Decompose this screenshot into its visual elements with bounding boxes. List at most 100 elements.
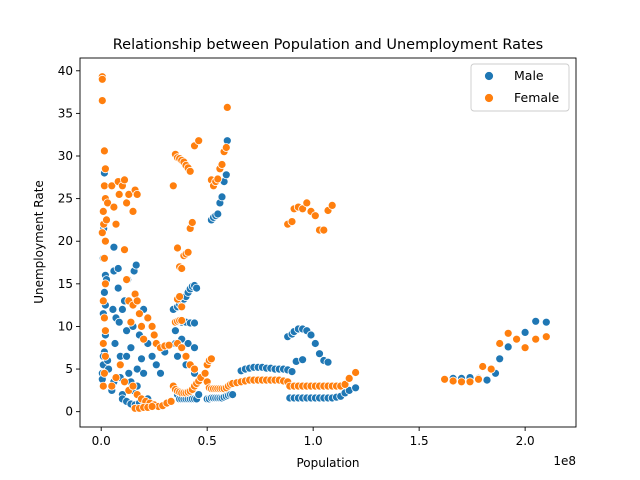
data-point-male [213, 209, 223, 219]
data-point-male [192, 283, 202, 293]
data-point-male [190, 343, 199, 353]
data-point-male [310, 339, 320, 348]
data-point-female [310, 211, 320, 221]
legend-marker-male [484, 71, 494, 81]
data-point-male [124, 368, 134, 378]
data-point-female [173, 243, 182, 253]
chart-title: Relationship between Population and Unem… [113, 37, 543, 53]
legend-label-female: Female [514, 90, 560, 105]
data-point-female [107, 381, 117, 391]
data-point-male [351, 383, 361, 393]
data-point-male [156, 368, 165, 378]
data-point-female [147, 402, 157, 411]
x-axis: 0.0 0.5 1.0 1.5 2.0 [92, 427, 535, 448]
data-point-female [101, 351, 110, 361]
data-point-male [298, 355, 308, 365]
data-point-female [217, 160, 227, 169]
data-point-female [175, 292, 185, 302]
data-point-male [520, 327, 530, 337]
data-point-female [115, 360, 125, 370]
data-point-female [177, 343, 187, 353]
data-point-female [132, 189, 142, 199]
data-point-female [440, 374, 450, 384]
data-point-female [344, 373, 354, 383]
data-point-female [177, 264, 187, 273]
data-point-male [100, 287, 109, 297]
data-point-male [113, 283, 123, 293]
legend-box [470, 63, 570, 112]
data-point-female [100, 313, 109, 323]
data-point-female [97, 96, 107, 105]
data-point-female [541, 332, 551, 342]
data-point-female [183, 247, 193, 257]
data-point-female [319, 225, 329, 235]
data-point-male [306, 330, 316, 340]
data-point-male [126, 343, 136, 353]
data-point-male [323, 357, 333, 367]
data-point-female [206, 354, 216, 364]
data-point-female [100, 253, 109, 263]
data-point-female [114, 189, 124, 199]
data-point-female [97, 228, 107, 238]
data-point-male [170, 326, 180, 336]
data-point-male [228, 390, 238, 400]
data-point-female [465, 377, 475, 387]
data-point-male [139, 368, 149, 378]
legend-marker-female [484, 93, 494, 103]
x-tick-label: 2.0 [516, 434, 535, 448]
data-point-male [122, 351, 131, 361]
data-point-female [340, 379, 350, 389]
data-point-female [190, 364, 199, 374]
data-point-female [98, 339, 108, 348]
data-point-male [173, 351, 182, 361]
data-point-female [134, 309, 144, 319]
data-point-male [137, 354, 146, 364]
data-point-male [495, 354, 505, 364]
data-point-female [120, 175, 129, 185]
data-point-female [101, 279, 110, 289]
y-tick-label: 10 [58, 319, 73, 333]
data-point-male [109, 242, 119, 252]
x-axis-offset-label: 1e8 [553, 454, 576, 468]
data-point-female [168, 181, 178, 191]
data-point-male [110, 339, 120, 348]
x-axis-label: Population [296, 456, 359, 470]
data-point-female [101, 326, 110, 336]
data-point-male [190, 318, 199, 328]
data-point-male [147, 351, 157, 361]
data-point-female [120, 245, 129, 255]
data-point-female [474, 374, 483, 384]
data-point-female [177, 316, 187, 325]
data-point-female [221, 143, 231, 152]
data-point-female [486, 364, 496, 374]
data-point-female [287, 217, 297, 227]
y-axis: 0 5 10 15 20 25 30 35 40 [58, 64, 80, 419]
data-point-male [132, 364, 142, 374]
data-point-female [111, 373, 121, 383]
data-point-female [503, 328, 513, 338]
data-point-female [100, 181, 109, 191]
data-point-female [100, 146, 109, 156]
data-point-female [327, 200, 337, 210]
x-tick-label: 0.0 [92, 434, 111, 448]
data-point-male [122, 326, 131, 336]
data-point-female [351, 368, 361, 377]
data-point-female [128, 381, 138, 391]
data-point-male [503, 342, 513, 352]
data-point-female [520, 343, 530, 353]
data-point-female [147, 321, 157, 331]
data-point-female [101, 236, 110, 246]
data-point-female [100, 368, 109, 378]
data-point-male [531, 316, 541, 326]
data-point-male [131, 260, 141, 270]
data-point-female [98, 206, 108, 216]
data-point-female [97, 74, 107, 84]
data-point-female [122, 275, 131, 285]
plot-frame [79, 57, 577, 428]
data-point-female [177, 302, 187, 312]
plot-points [97, 72, 551, 413]
data-point-male [108, 304, 118, 314]
data-point-female [143, 313, 153, 323]
data-point-female [194, 136, 204, 146]
data-point-female [478, 362, 488, 371]
